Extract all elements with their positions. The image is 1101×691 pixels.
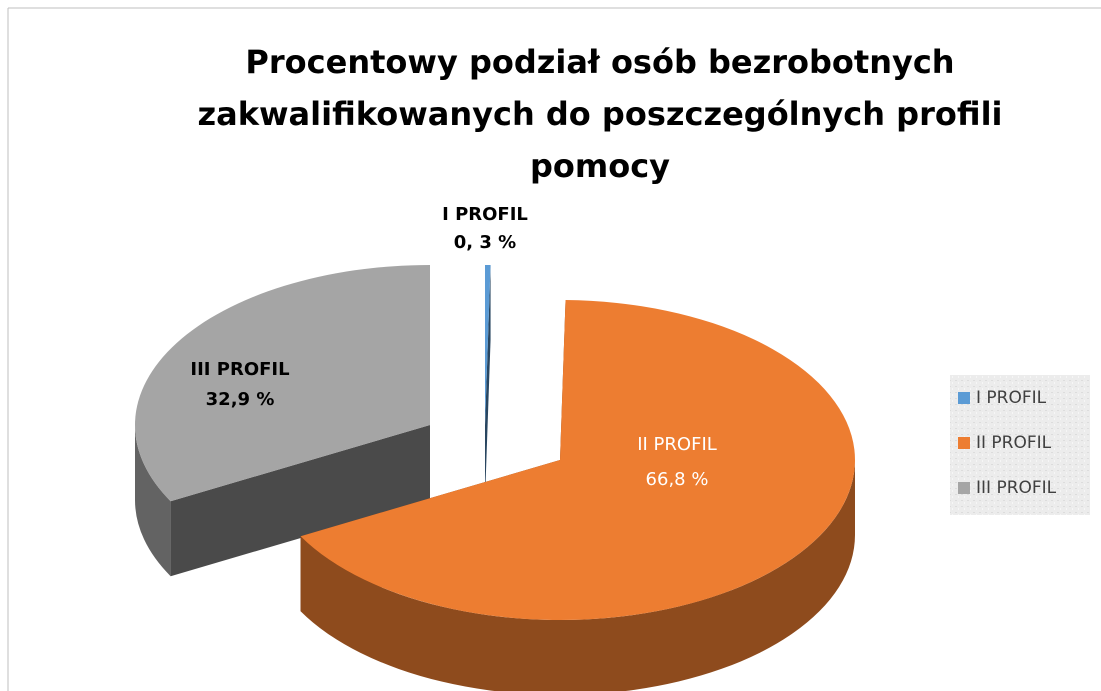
data-label-value: 66,8 % <box>646 469 709 490</box>
legend-label: III PROFIL <box>976 478 1057 498</box>
slice <box>485 265 491 425</box>
legend-swatch <box>958 437 970 449</box>
legend-label: I PROFIL <box>976 388 1047 408</box>
legend-swatch <box>958 482 970 494</box>
slice <box>134 265 430 502</box>
chart-title: Procentowy podział osób bezrobotnych zak… <box>197 43 1003 185</box>
slice-side <box>485 265 491 500</box>
legend-box <box>950 375 1090 515</box>
legend-label: II PROFIL <box>976 433 1052 453</box>
slice-wall <box>300 460 855 691</box>
data-label-name: II PROFIL <box>637 434 717 455</box>
legend-swatch <box>958 392 970 404</box>
slice-side <box>170 425 430 577</box>
data-label-name: I PROFIL <box>442 204 528 225</box>
slice-wall <box>135 425 171 577</box>
data-label-value: 0, 3 % <box>454 232 516 253</box>
slice <box>300 300 855 620</box>
data-label-name: III PROFIL <box>190 359 289 380</box>
data-label-value: 32,9 % <box>206 389 275 410</box>
